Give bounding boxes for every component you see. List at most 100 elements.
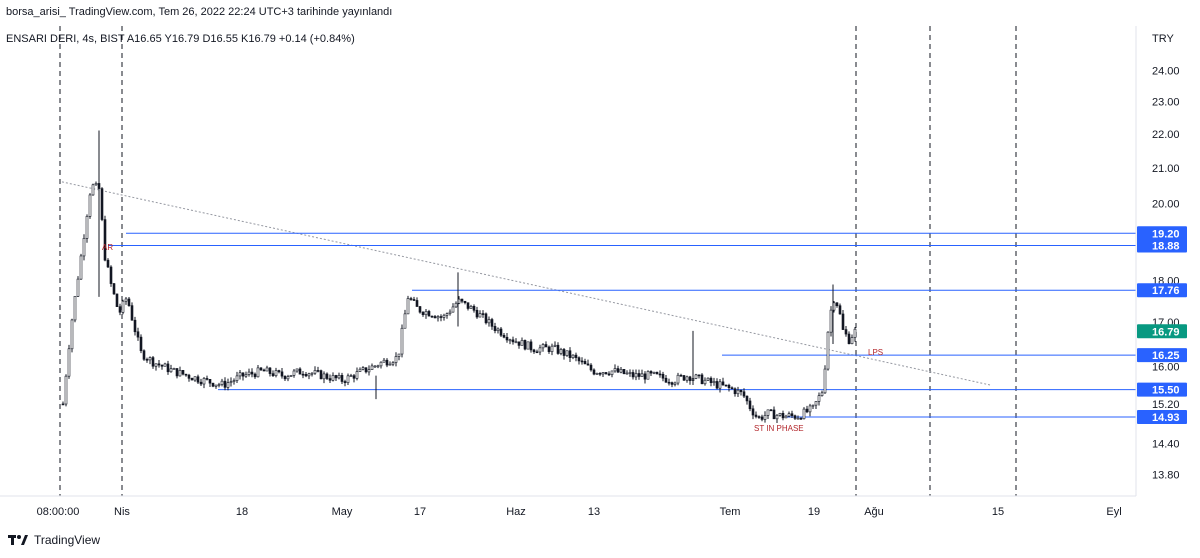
annotation-label: AR: [102, 243, 113, 252]
candle-body: [124, 298, 128, 302]
candle-body: [385, 359, 389, 366]
candle-body: [400, 327, 404, 355]
x-tick-label: Nis: [114, 506, 130, 518]
candle-body: [547, 346, 551, 352]
candle-body: [70, 319, 74, 350]
candle-body: [664, 377, 668, 383]
candle-body: [301, 373, 305, 376]
candle-body: [514, 341, 518, 344]
candle-body: [571, 354, 575, 358]
candle-body: [649, 371, 653, 374]
candle-body: [724, 384, 728, 387]
candle-body: [847, 333, 851, 345]
candle-body: [490, 319, 494, 327]
x-tick-label: 08:00:00: [37, 506, 80, 518]
candle-body: [403, 313, 407, 329]
candle-body: [421, 311, 425, 316]
candle-body: [322, 373, 326, 380]
candle-body: [619, 368, 623, 373]
candle-body: [826, 331, 830, 370]
candle-body: [313, 370, 317, 374]
candle-body: [295, 368, 299, 372]
candle-body: [166, 363, 170, 373]
candle-body: [589, 364, 593, 371]
candle-body: [343, 381, 347, 383]
candle-body: [697, 374, 701, 377]
candle-body: [661, 373, 665, 379]
candle-body: [88, 194, 92, 217]
candle-body: [235, 375, 239, 381]
candle-body: [445, 313, 449, 316]
annotation-label: ST IN PHASE: [754, 424, 804, 433]
candle-body: [496, 328, 500, 331]
candle-body: [217, 384, 221, 386]
candle-body: [583, 361, 587, 365]
candle-body: [250, 371, 254, 375]
candle-body: [634, 373, 638, 378]
candle-body: [538, 347, 542, 353]
candle-body: [364, 367, 368, 373]
candle-body: [187, 374, 191, 379]
candle-body: [829, 309, 833, 333]
candle-body: [643, 373, 647, 380]
candle-body: [373, 365, 377, 368]
candle-body: [499, 328, 503, 336]
annotation-label: LPS: [868, 348, 883, 357]
candle-body: [64, 375, 68, 405]
candle-body: [667, 381, 671, 384]
candle-body: [742, 391, 746, 397]
candle-body: [754, 414, 758, 417]
candle-body: [622, 368, 626, 375]
candle-body: [310, 372, 314, 375]
candle-body: [616, 368, 620, 373]
candle-body: [784, 415, 788, 419]
candle-body: [682, 375, 686, 381]
candle-body: [685, 376, 689, 381]
candle-body: [388, 363, 392, 366]
candle-body: [442, 314, 446, 318]
candle-body: [298, 368, 302, 375]
x-tick-label: Ağu: [864, 506, 884, 518]
candle-body: [184, 373, 188, 376]
candle-body: [292, 370, 296, 376]
candle-body: [475, 309, 479, 318]
x-tick-label: Haz: [506, 506, 526, 518]
candle-body: [694, 374, 698, 379]
symbol-legend: ENSARI DERI, 4s, BIST A16.65 Y16.79 D16.…: [6, 33, 355, 45]
candle-body: [382, 359, 386, 363]
price-badge-label: 18.88: [1152, 241, 1180, 253]
candle-body: [391, 362, 395, 365]
candle-body: [601, 372, 605, 375]
candles: [61, 130, 857, 424]
candle-body: [232, 380, 236, 382]
y-tick-label: 16.00: [1152, 361, 1180, 373]
candle-body: [118, 306, 122, 313]
candle-body: [508, 339, 512, 342]
candle-body: [727, 384, 731, 388]
candle-body: [763, 415, 767, 420]
candle-body: [283, 375, 287, 380]
candle-body: [484, 313, 488, 324]
candle-body: [100, 188, 104, 220]
candle-body: [103, 219, 107, 261]
candle-body: [604, 372, 608, 375]
candle-body: [673, 382, 677, 385]
candle-body: [205, 378, 209, 380]
candle-body: [505, 336, 509, 341]
candle-body: [748, 400, 752, 410]
y-tick-label: 24.00: [1152, 65, 1180, 77]
candle-body: [424, 311, 428, 316]
candle-body: [712, 381, 716, 383]
candle-body: [655, 371, 659, 375]
candle-body: [268, 367, 272, 374]
price-badge: [1137, 226, 1187, 241]
candle-body: [721, 381, 725, 386]
footer-brand: TradingView: [34, 533, 101, 547]
candle-body: [760, 416, 764, 420]
candle-body: [145, 359, 149, 361]
candle-body: [463, 300, 467, 303]
price-badge: [1137, 382, 1187, 397]
price-badge-label: 19.20: [1152, 228, 1180, 240]
